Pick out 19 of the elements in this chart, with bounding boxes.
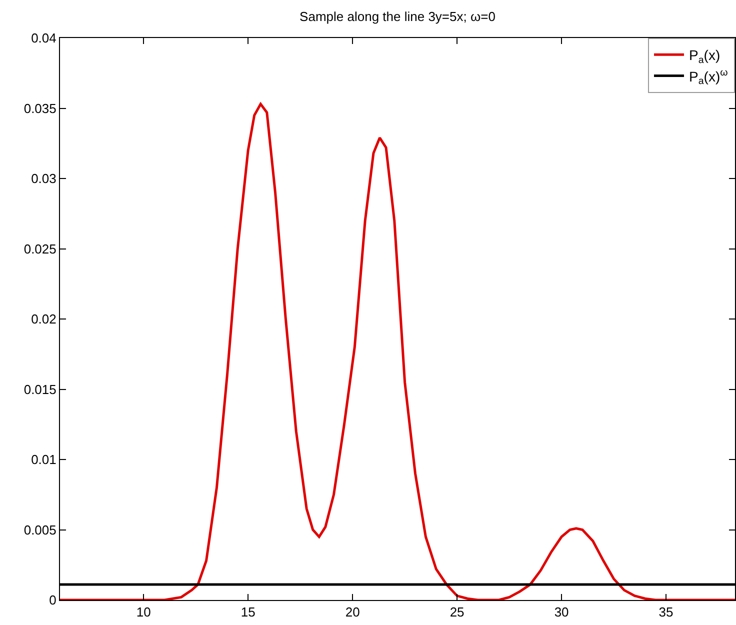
y-tick-label: 0.04 [31,30,56,46]
y-tick-label: 0.02 [31,312,56,327]
y-tick-label: 0 [49,592,56,608]
y-tick-label: 0.005 [24,522,56,538]
chart-title: Sample along the line 3y=5x; ω=0 [300,9,496,24]
y-tick-label: 0.01 [31,452,56,468]
line-series [60,102,735,600]
x-tick-label: 20 [345,604,360,620]
x-tick-label: 35 [658,604,674,620]
y-tick-label: 0.015 [24,382,56,397]
legend-label: P$_{a}$(x) [689,47,720,66]
x-tick-label: 25 [450,604,464,620]
legend-label: P$_{a}$(x)$^{ω}$ [689,67,728,88]
y-tick-label: 0.025 [24,241,56,256]
y-tick-label: 0.035 [24,100,56,116]
x-tick-label: 30 [554,604,569,620]
x-tick-label: 10 [136,604,151,620]
x-tick-label: 15 [240,604,256,620]
y-tick-label: 0.03 [31,171,56,186]
